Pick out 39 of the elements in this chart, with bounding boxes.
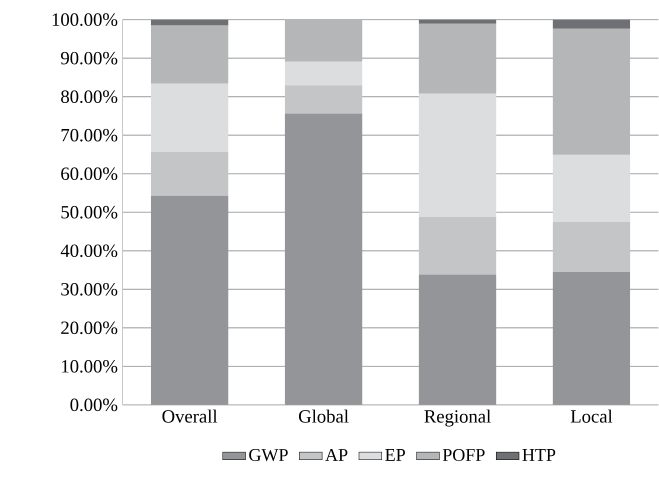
x-tick-label: Regional xyxy=(424,410,491,427)
bar xyxy=(418,24,496,94)
legend-label: GWP xyxy=(249,449,288,462)
y-tick-label: 10.00% xyxy=(62,360,118,373)
bar xyxy=(284,62,362,86)
y-tick-label: 50.00% xyxy=(61,206,118,219)
bar xyxy=(284,86,362,114)
bar xyxy=(418,274,496,405)
legend-label: EP xyxy=(385,449,405,461)
y-tick-label: 0.00% xyxy=(70,398,118,412)
bar xyxy=(150,26,228,84)
legend-label: AP xyxy=(325,449,348,461)
bar xyxy=(284,20,362,62)
bar xyxy=(418,94,496,217)
y-tick-label: 100.00% xyxy=(52,13,118,26)
y-tick-label: 70.00% xyxy=(62,128,118,142)
bar xyxy=(552,28,630,155)
bar xyxy=(150,152,228,196)
bar xyxy=(418,216,496,275)
y-tick-label: 40.00% xyxy=(60,244,118,258)
y-tick-label: 60.00% xyxy=(61,167,118,180)
bar xyxy=(284,114,362,405)
y-tick-label: 80.00% xyxy=(61,90,118,104)
bar xyxy=(150,196,228,405)
bar xyxy=(150,84,228,152)
bar xyxy=(150,20,228,26)
legend-label: HTP xyxy=(522,449,556,461)
bar xyxy=(552,154,630,222)
y-tick-label: 30.00% xyxy=(61,283,118,296)
bar xyxy=(418,20,496,24)
x-tick-label: Overall xyxy=(162,410,218,423)
y-tick-label: 90.00% xyxy=(61,52,118,65)
legend-label: POFP xyxy=(442,449,485,462)
x-tick-label: Local xyxy=(570,410,612,423)
bar xyxy=(552,20,630,29)
x-tick-label: Global xyxy=(298,410,349,423)
y-tick-label: 20.00% xyxy=(61,322,118,334)
bar xyxy=(552,222,630,272)
bar xyxy=(552,272,630,405)
